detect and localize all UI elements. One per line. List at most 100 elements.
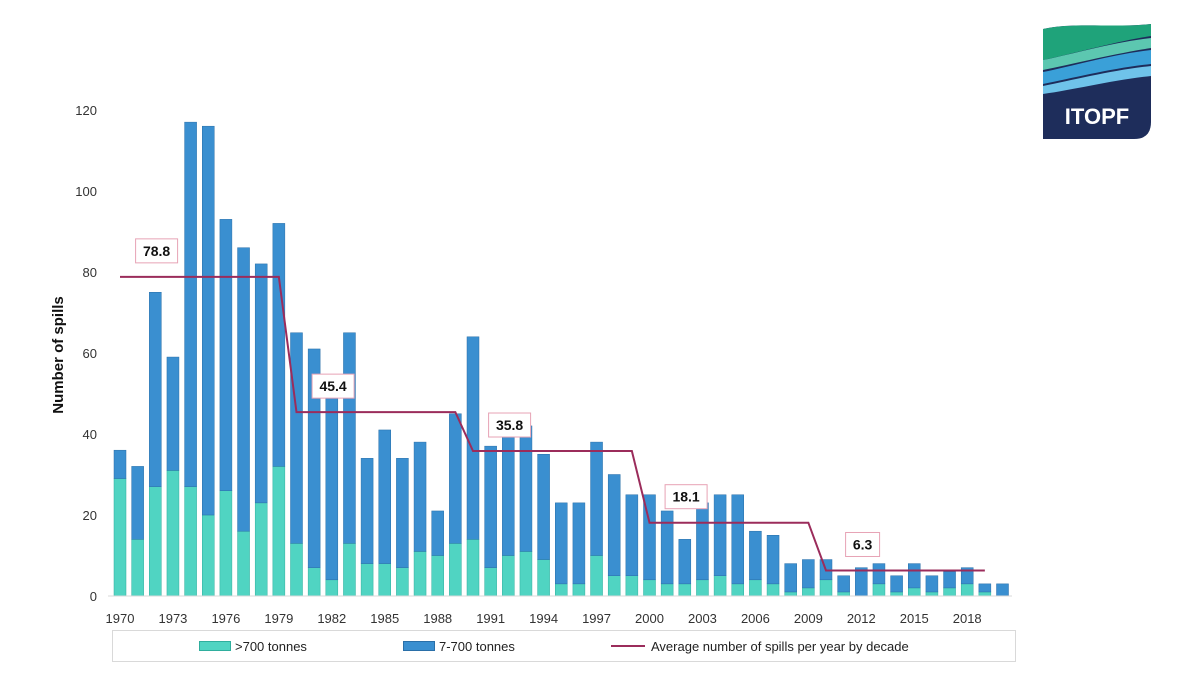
x-tick-label: 1973 [158, 611, 187, 626]
legend-item-large: >700 tonnes [199, 631, 307, 661]
average-label-box [664, 484, 708, 510]
bar-small-1973 [166, 356, 180, 471]
bar-large-1970 [113, 478, 127, 597]
x-tick-label: 2018 [953, 611, 982, 626]
x-tick-label: 2006 [741, 611, 770, 626]
average-label: 6.3 [853, 536, 873, 552]
bar-small-2004 [713, 494, 727, 576]
bar-large-2007 [766, 583, 780, 597]
y-axis-label: Number of spills [50, 296, 67, 414]
y-tick-label: 120 [75, 103, 97, 118]
bar-small-1982 [325, 393, 339, 581]
bar-large-1990 [466, 539, 480, 597]
bar-large-1997 [590, 555, 603, 597]
bar-small-1988 [431, 510, 444, 556]
average-line [120, 275, 985, 572]
x-tick-label: 1979 [264, 611, 293, 626]
legend-item-small: 7-700 tonnes [403, 631, 515, 661]
x-tick-label: 1994 [529, 611, 558, 626]
bar-small-2013 [872, 563, 886, 585]
bar-small-1994 [537, 454, 550, 560]
x-tick-label: 1985 [370, 611, 399, 626]
bar-large-1989 [449, 543, 462, 597]
bar-small-1978 [254, 263, 268, 504]
bar-large-2009 [802, 587, 815, 597]
x-tick-label: 2012 [847, 611, 876, 626]
bar-large-2015 [908, 587, 921, 597]
bar-small-1989 [449, 413, 462, 544]
bar-small-1985 [378, 429, 391, 564]
legend-label-average: Average number of spills per year by dec… [651, 638, 909, 654]
bar-small-1980 [290, 332, 303, 544]
bar-small-2014 [890, 575, 903, 593]
bar-large-1971 [131, 539, 144, 597]
bar-large-1972 [149, 486, 162, 597]
bar-small-2018 [960, 567, 974, 585]
bar-small-1996 [572, 502, 586, 585]
bar-large-2011 [837, 591, 850, 597]
bar-large-1976 [219, 490, 233, 597]
bar-large-1995 [555, 583, 568, 597]
bar-small-1977 [237, 247, 250, 532]
bar-large-1978 [254, 502, 268, 597]
bar-small-1981 [307, 348, 321, 568]
bar-large-1992 [502, 555, 515, 597]
bar-large-1975 [202, 514, 215, 597]
bar-small-1995 [555, 502, 568, 585]
bar-large-2008 [784, 591, 797, 597]
bar-small-1998 [607, 474, 621, 576]
legend-swatch-average [611, 645, 645, 647]
bar-small-1975 [202, 125, 215, 516]
bar-large-1994 [537, 559, 550, 597]
bar-small-1971 [131, 466, 144, 540]
bar-small-1999 [625, 494, 639, 576]
bar-small-2003 [696, 502, 709, 581]
logo-text: ITOPF [1065, 104, 1129, 129]
average-label-box [488, 412, 532, 438]
bar-small-2009 [802, 559, 815, 589]
bar-small-2017 [943, 571, 956, 589]
y-tick-label: 20 [83, 508, 97, 523]
bar-small-2012 [855, 567, 868, 597]
y-tick-label: 80 [83, 265, 97, 280]
bar-small-1979 [272, 223, 286, 467]
average-label-box [311, 373, 355, 399]
bar-large-1988 [431, 555, 444, 597]
bar-large-1974 [184, 486, 197, 597]
average-label: 18.1 [672, 489, 699, 505]
x-tick-label: 1991 [476, 611, 505, 626]
bar-large-1977 [237, 530, 250, 597]
bar-large-2018 [960, 583, 974, 597]
average-label: 78.8 [143, 243, 170, 259]
average-label-box [135, 238, 179, 264]
x-tick-label: 1970 [106, 611, 135, 626]
legend-label-small: 7-700 tonnes [439, 638, 515, 654]
bar-small-1997 [590, 441, 603, 556]
bar-large-1991 [484, 567, 497, 597]
bar-large-1986 [396, 567, 409, 597]
legend-swatch-small [403, 641, 435, 651]
bar-small-1970 [113, 449, 127, 479]
bar-small-2005 [731, 494, 744, 585]
bar-small-1986 [396, 458, 409, 568]
bar-small-1993 [519, 425, 533, 552]
bar-large-1998 [607, 575, 621, 597]
bar-small-2019 [978, 583, 992, 593]
bar-small-2000 [643, 494, 656, 581]
y-tick-label: 100 [75, 184, 97, 199]
x-tick-label: 1988 [423, 611, 452, 626]
bar-small-1991 [484, 445, 497, 568]
legend-item-average: Average number of spills per year by dec… [611, 631, 909, 661]
bar-large-2001 [660, 583, 674, 597]
bar-large-2016 [925, 591, 939, 597]
bar-large-1987 [413, 551, 427, 597]
legend-label-large: >700 tonnes [235, 638, 307, 654]
bar-large-1973 [166, 470, 180, 597]
x-tick-label: 2015 [900, 611, 929, 626]
bar-large-2017 [943, 587, 956, 597]
itopf-logo: ITOPF [1043, 24, 1151, 139]
bar-large-1985 [378, 563, 391, 597]
bar-small-2008 [784, 563, 797, 593]
x-tick-label: 2003 [688, 611, 717, 626]
